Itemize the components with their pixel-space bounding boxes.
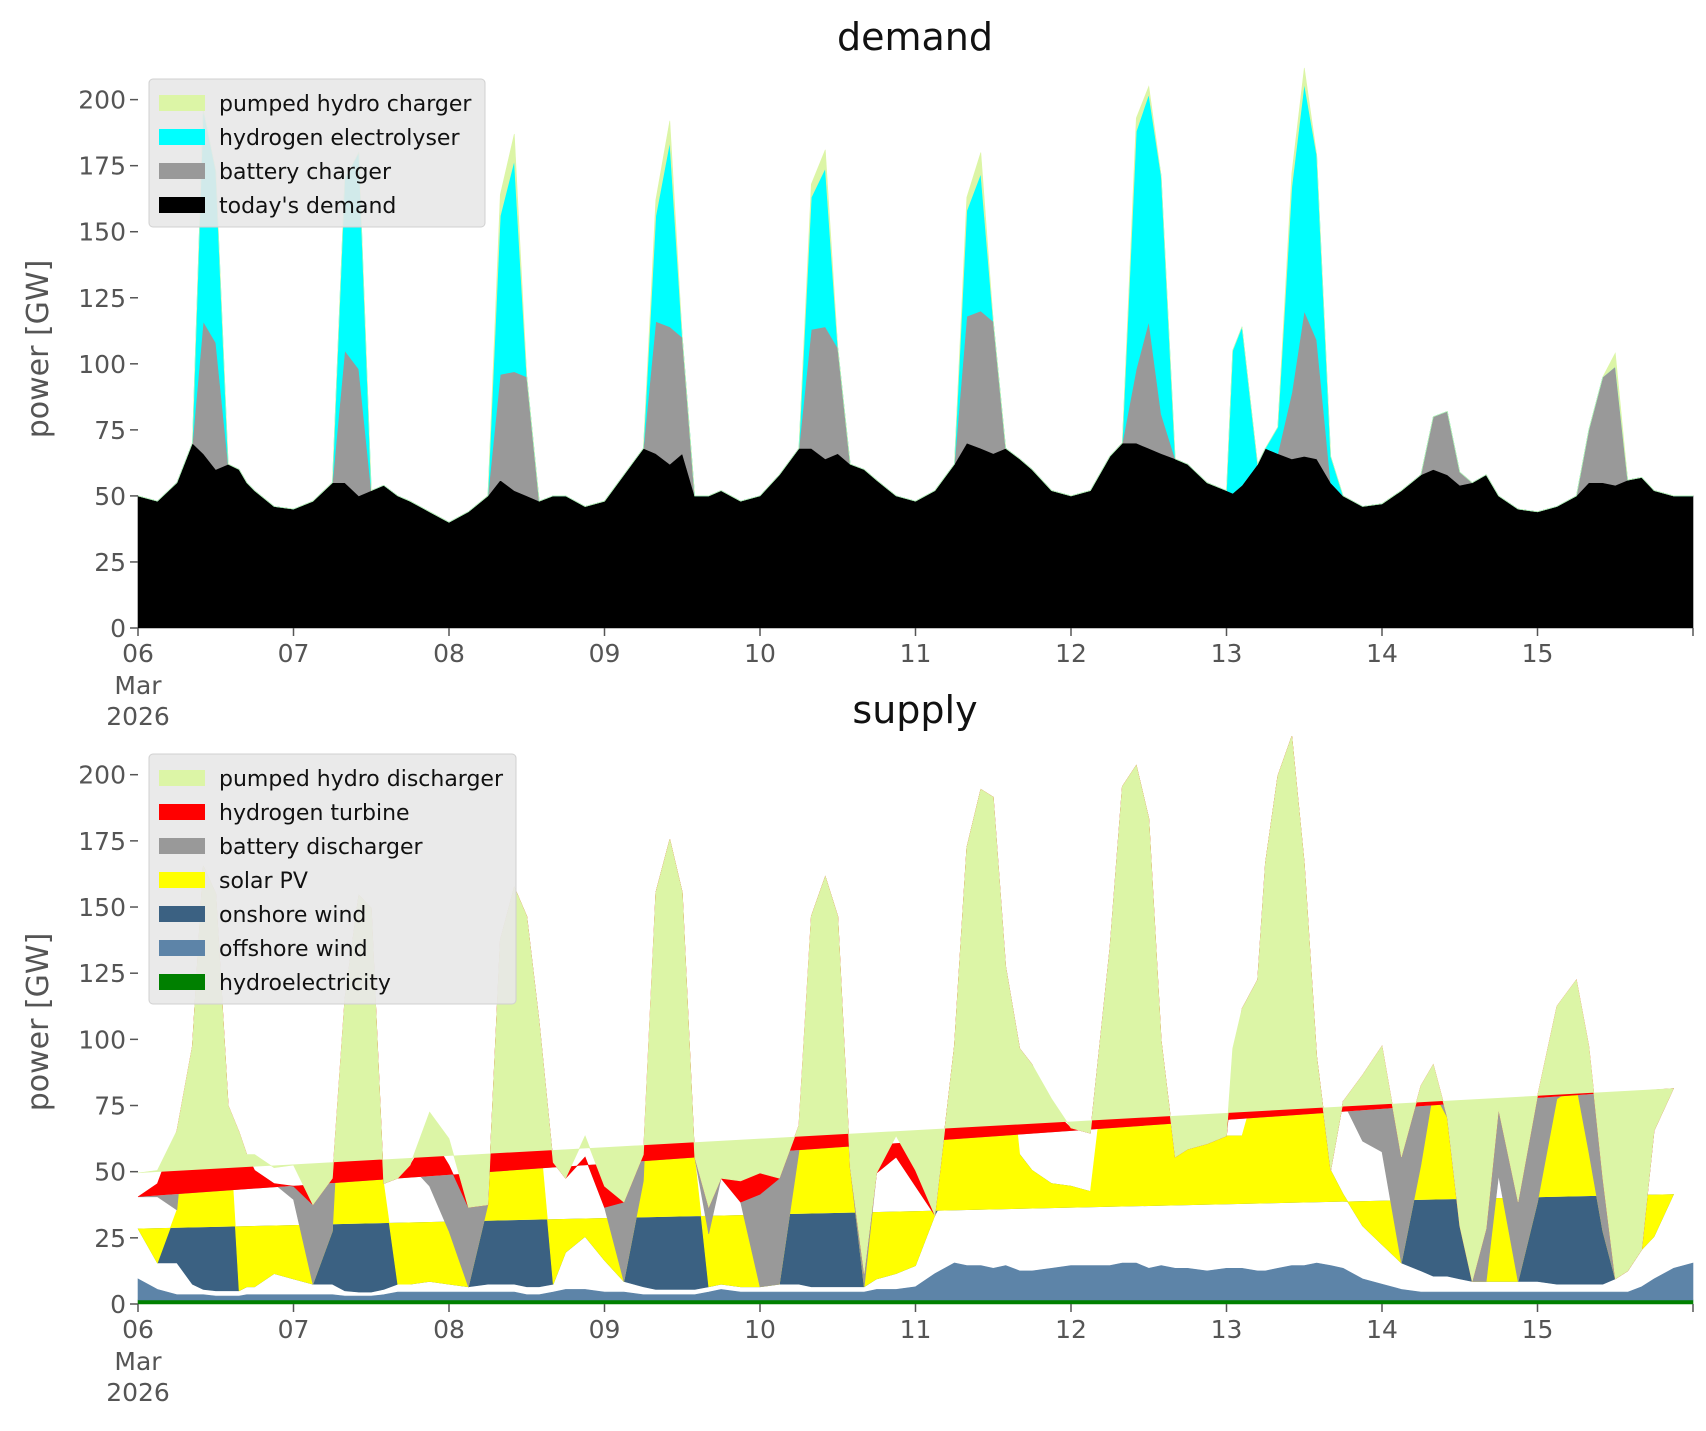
area-pumped-hydro-discharger <box>137 736 1674 1282</box>
y-tick-label: 175 <box>78 827 126 856</box>
y-tick-label: 200 <box>78 86 126 115</box>
area-hydroelectricity <box>137 1299 1694 1305</box>
demand-panel: demand power [GW] 0 25 50 75 100 125 150 175 200… <box>21 15 1694 731</box>
chart-title: supply <box>852 688 977 732</box>
x-tick-label: 12 <box>1055 1315 1087 1344</box>
x-tick-month-label: Mar <box>114 1347 162 1376</box>
legend-label-solar-pv: solar PV <box>219 869 308 894</box>
x-tick-label: 10 <box>744 639 776 668</box>
y-tick-label: 175 <box>78 152 126 181</box>
x-tick-label: 08 <box>433 639 465 668</box>
y-tick-label: 125 <box>78 959 126 988</box>
x-tick-year-label: 2026 <box>106 1378 170 1407</box>
area-pumped-hydro-charger <box>137 67 1693 523</box>
legend-swatch-battery-discharger <box>159 838 205 854</box>
legend-swatch-offshore-wind <box>159 940 205 956</box>
legend-swatch-today-s-demand <box>159 197 205 213</box>
x-tick-label: 14 <box>1366 639 1398 668</box>
legend-label-hydroelectricity: hydroelectricity <box>219 971 391 996</box>
legend-label-pumped-hydro-discharger: pumped hydro discharger <box>219 767 504 792</box>
y-axis-label: power [GW] <box>21 260 56 439</box>
legend-box <box>148 753 517 1005</box>
x-tick-label: 10 <box>744 1315 776 1344</box>
area-offshore-wind <box>137 1262 1694 1301</box>
y-tick-label: 150 <box>78 218 126 247</box>
legend-swatch-pumped-hydro-charger <box>159 95 205 111</box>
x-tick-label: 06 <box>122 639 154 668</box>
legend-label-onshore-wind: onshore wind <box>219 903 366 928</box>
x-tick-label: 11 <box>900 1315 932 1344</box>
y-tick-label: 50 <box>94 1158 126 1187</box>
legend-swatch-hydroelectricity <box>159 974 205 990</box>
legend-swatch-hydrogen-turbine <box>159 804 205 820</box>
x-tick-year-label: 2026 <box>106 702 170 731</box>
x-tick-label: 07 <box>278 1315 310 1344</box>
legend-label-battery-discharger: battery discharger <box>219 835 424 860</box>
legend-label-hydrogen-turbine: hydrogen turbine <box>219 801 410 826</box>
y-tick-label: 125 <box>78 284 126 313</box>
x-tick-label: 15 <box>1522 1315 1554 1344</box>
y-tick-label: 150 <box>78 893 126 922</box>
supply-panel: supply power [GW] 0 25 50 75 100 125 150 175 200… <box>21 688 1694 1407</box>
x-tick-label: 12 <box>1055 639 1087 668</box>
x-tick-label: 09 <box>589 1315 621 1344</box>
legend-swatch-solar-pv <box>159 872 205 888</box>
y-tick-label: 0 <box>110 614 126 643</box>
legend-swatch-onshore-wind <box>159 906 205 922</box>
y-tick-label: 200 <box>78 761 126 790</box>
y-tick-label: 75 <box>94 416 126 445</box>
legend-label-hydrogen-electrolyser: hydrogen electrolyser <box>219 126 460 151</box>
legend: pumped hydro charger hydrogen electrolyse… <box>148 78 486 228</box>
y-tick-label: 75 <box>94 1092 126 1121</box>
legend-swatch-pumped-hydro-discharger <box>159 770 205 786</box>
legend-swatch-battery-charger <box>159 163 205 179</box>
y-axis-label: power [GW] <box>21 933 56 1112</box>
y-tick-label: 100 <box>78 1025 126 1054</box>
legend-label-battery-charger: battery charger <box>219 160 392 185</box>
y-tick-label: 50 <box>94 482 126 511</box>
legend-label-today-s-demand: today's demand <box>219 194 396 219</box>
chart-title: demand <box>837 15 993 59</box>
x-tick-label: 14 <box>1366 1315 1398 1344</box>
x-tick-label: 07 <box>278 639 310 668</box>
x-tick-label: 13 <box>1211 1315 1243 1344</box>
legend-label-pumped-hydro-charger: pumped hydro charger <box>219 92 472 117</box>
x-tick-label: 13 <box>1211 639 1243 668</box>
x-tick-label: 08 <box>433 1315 465 1344</box>
x-tick-label: 06 <box>122 1315 154 1344</box>
x-tick-label: 11 <box>900 639 932 668</box>
x-tick-month-label: Mar <box>114 671 162 700</box>
x-tick-label: 15 <box>1522 639 1554 668</box>
y-tick-label: 25 <box>94 1224 126 1253</box>
y-tick-label: 100 <box>78 350 126 379</box>
legend-swatch-hydrogen-electrolyser <box>159 129 205 145</box>
legend-label-offshore-wind: offshore wind <box>219 937 368 962</box>
y-tick-label: 0 <box>110 1290 126 1319</box>
x-tick-label: 09 <box>589 639 621 668</box>
area-series-group <box>137 736 1694 1305</box>
legend-box <box>148 78 486 228</box>
legend: pumped hydro discharger hydrogen turbine b… <box>148 753 517 1005</box>
area-series-group <box>137 67 1694 629</box>
y-tick-label: 25 <box>94 548 126 577</box>
